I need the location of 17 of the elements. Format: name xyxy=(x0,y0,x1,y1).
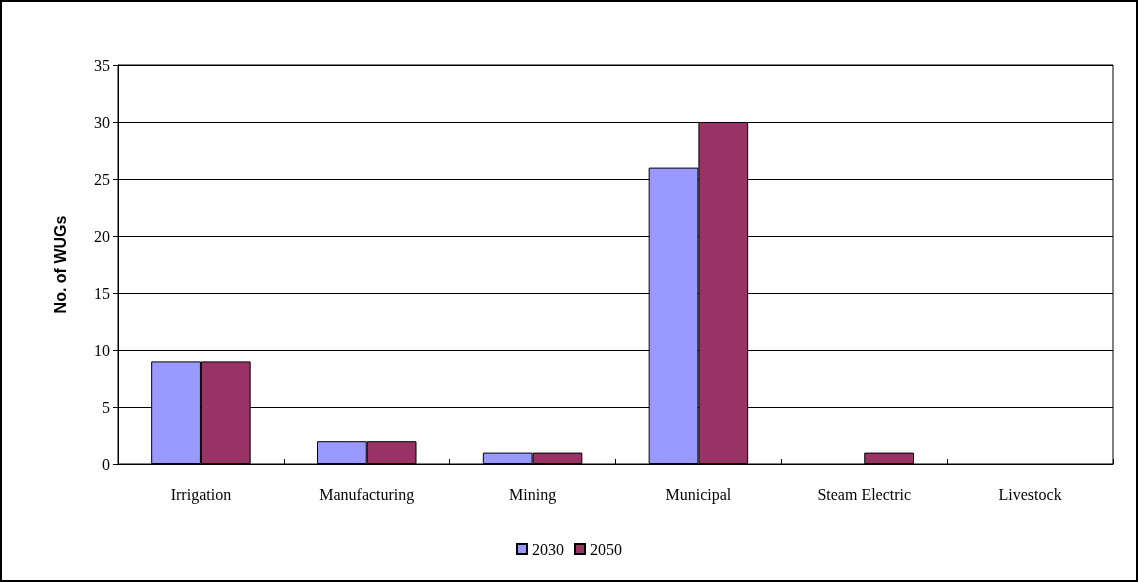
y-tick-label: 35 xyxy=(94,56,110,74)
x-tick-label: Livestock xyxy=(998,485,1062,503)
y-tick-label: 25 xyxy=(94,170,110,188)
x-tick-label: Mining xyxy=(509,485,557,504)
x-tick-label: Irrigation xyxy=(170,485,232,504)
x-tick-label: Steam Electric xyxy=(817,485,912,503)
y-tick-label: 15 xyxy=(94,284,110,302)
y-tick-label: 30 xyxy=(94,113,110,131)
y-tick-label: 20 xyxy=(94,227,110,245)
x-tick-label: Municipal xyxy=(665,485,732,504)
legend-label: 2050 xyxy=(590,540,622,558)
y-tick-label: 0 xyxy=(102,455,110,473)
x-tick-label: Manufacturing xyxy=(319,485,415,504)
y-tick-label: 10 xyxy=(94,341,110,359)
y-axis-title: No. of WUGs xyxy=(51,215,69,314)
legend-label: 2030 xyxy=(532,540,564,558)
y-tick-label: 5 xyxy=(102,398,110,416)
